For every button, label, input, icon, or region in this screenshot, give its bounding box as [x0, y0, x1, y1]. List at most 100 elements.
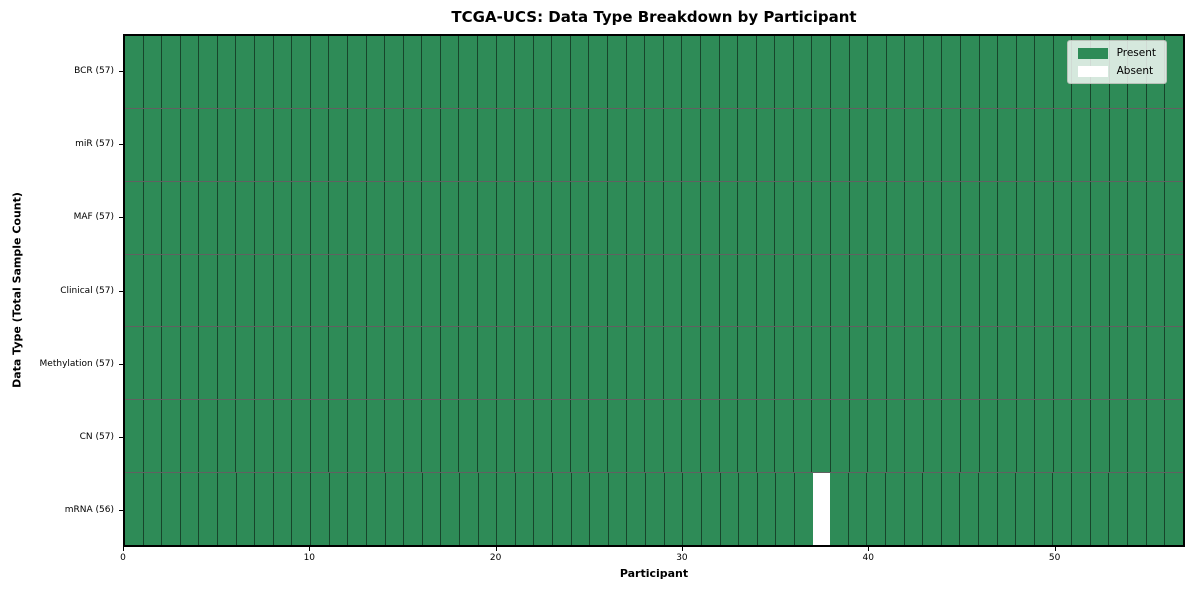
heatmap-cell-Methylation-47 — [998, 327, 1017, 400]
heatmap-cell-CN-53 — [1109, 400, 1129, 473]
heatmap-cell-CN-47 — [998, 400, 1017, 473]
heatmap-cell-CN-5 — [217, 400, 237, 473]
heatmap-cell-mRNA-8 — [273, 473, 293, 546]
heatmap-cell-Clinical-37 — [812, 254, 831, 327]
heatmap-cell-BCR-31 — [700, 36, 720, 108]
heatmap-cell-miR-15 — [403, 108, 423, 181]
heatmap-cell-CN-21 — [515, 400, 534, 473]
heatmap-cell-MAF-51 — [1072, 181, 1092, 254]
heatmap-cell-Clinical-19 — [477, 254, 497, 327]
heatmap-cell-Methylation-36 — [793, 327, 813, 400]
heatmap-cell-BCR-19 — [477, 36, 497, 108]
heatmap-cell-mRNA-1 — [143, 473, 163, 546]
heatmap-cell-MAF-6 — [236, 181, 256, 254]
heatmap-cell-MAF-4 — [199, 181, 218, 254]
heatmap-cell-MAF-3 — [180, 181, 200, 254]
heatmap-cell-MAF-5 — [217, 181, 237, 254]
heatmap-cell-MAF-13 — [366, 181, 386, 254]
heatmap-cell-mRNA-48 — [1016, 473, 1035, 546]
heatmap-cell-CN-28 — [645, 400, 664, 473]
heatmap-cell-Clinical-53 — [1109, 254, 1129, 327]
heatmap-cell-Methylation-52 — [1091, 327, 1110, 400]
heatmap-cell-Methylation-35 — [775, 327, 794, 400]
heatmap-cell-Clinical-44 — [942, 254, 962, 327]
heatmap-cell-Clinical-27 — [626, 254, 646, 327]
heatmap-cell-Methylation-54 — [1128, 327, 1147, 400]
heatmap-cell-MAF-26 — [608, 181, 627, 254]
heatmap-cell-BCR-32 — [719, 36, 739, 108]
heatmap-cell-CN-32 — [719, 400, 739, 473]
heatmap-cell-CN-10 — [310, 400, 330, 473]
heatmap-cell-Clinical-40 — [868, 254, 887, 327]
heatmap-cell-mRNA-47 — [997, 473, 1017, 546]
heatmap-cell-CN-29 — [663, 400, 683, 473]
heatmap-cell-Clinical-14 — [385, 254, 404, 327]
heatmap-row-miR — [125, 108, 1183, 182]
heatmap-cell-BCR-7 — [255, 36, 274, 108]
heatmap-cell-CN-31 — [700, 400, 720, 473]
heatmap-cell-MAF-18 — [459, 181, 478, 254]
heatmap-cell-CN-33 — [738, 400, 757, 473]
heatmap-cell-Methylation-21 — [515, 327, 534, 400]
heatmap-cell-CN-13 — [366, 400, 386, 473]
heatmap-cell-MAF-2 — [162, 181, 181, 254]
heatmap-cell-mRNA-33 — [739, 473, 758, 546]
heatmap-cell-miR-3 — [180, 108, 200, 181]
heatmap-cell-mRNA-18 — [459, 473, 479, 546]
heatmap-cell-miR-7 — [255, 108, 274, 181]
heatmap-cell-CN-23 — [552, 400, 571, 473]
heatmap-cell-Clinical-25 — [589, 254, 609, 327]
heatmap-cell-mRNA-23 — [553, 473, 572, 546]
heatmap-cell-Methylation-31 — [700, 327, 720, 400]
heatmap-cell-Clinical-13 — [366, 254, 386, 327]
heatmap-cell-mRNA-14 — [385, 473, 405, 546]
heatmap-cell-miR-26 — [608, 108, 627, 181]
heatmap-cell-Methylation-26 — [608, 327, 627, 400]
heatmap-cell-BCR-35 — [775, 36, 794, 108]
heatmap-cell-Methylation-30 — [682, 327, 701, 400]
heatmap-cell-miR-20 — [496, 108, 516, 181]
heatmap-cell-Methylation-10 — [310, 327, 330, 400]
heatmap-cell-miR-8 — [273, 108, 293, 181]
heatmap-cell-mRNA-49 — [1034, 473, 1054, 546]
heatmap-cell-Clinical-22 — [533, 254, 553, 327]
heatmap-cell-BCR-3 — [180, 36, 200, 108]
heatmap-cell-Clinical-28 — [645, 254, 664, 327]
heatmap-cell-CN-15 — [403, 400, 423, 473]
heatmap-cell-mRNA-50 — [1053, 473, 1073, 546]
heatmap-cell-miR-55 — [1146, 108, 1166, 181]
heatmap-grid — [125, 36, 1183, 546]
heatmap-cell-CN-52 — [1091, 400, 1110, 473]
heatmap-cell-CN-45 — [961, 400, 980, 473]
x-tick-mark — [496, 547, 497, 551]
heatmap-cell-mRNA-6 — [236, 473, 256, 546]
heatmap-cell-miR-48 — [1016, 108, 1036, 181]
heatmap-cell-Clinical-21 — [515, 254, 534, 327]
heatmap-cell-miR-17 — [440, 108, 460, 181]
heatmap-cell-MAF-17 — [440, 181, 460, 254]
heatmap-cell-MAF-55 — [1146, 181, 1166, 254]
heatmap-cell-MAF-53 — [1109, 181, 1129, 254]
heatmap-cell-CN-9 — [292, 400, 311, 473]
y-tick-mark — [119, 71, 123, 72]
heatmap-cell-MAF-7 — [255, 181, 274, 254]
heatmap-cell-Clinical-12 — [347, 254, 367, 327]
heatmap-row-BCR — [125, 36, 1183, 109]
heatmap-cell-MAF-36 — [793, 181, 813, 254]
heatmap-cell-MAF-25 — [589, 181, 609, 254]
heatmap-cell-MAF-30 — [682, 181, 701, 254]
y-tick-mark — [119, 437, 123, 438]
heatmap-cell-MAF-40 — [868, 181, 887, 254]
heatmap-cell-Methylation-0 — [125, 327, 144, 400]
heatmap-cell-MAF-9 — [292, 181, 311, 254]
heatmap-cell-Clinical-8 — [273, 254, 293, 327]
heatmap-cell-BCR-29 — [663, 36, 683, 108]
heatmap-cell-mRNA-26 — [608, 473, 628, 546]
heatmap-cell-miR-53 — [1109, 108, 1129, 181]
heatmap-cell-BCR-47 — [998, 36, 1017, 108]
heatmap-cell-mRNA-37 — [812, 473, 831, 546]
heatmap-cell-Methylation-20 — [496, 327, 516, 400]
heatmap-cell-MAF-8 — [273, 181, 293, 254]
heatmap-cell-BCR-13 — [366, 36, 386, 108]
heatmap-cell-BCR-21 — [515, 36, 534, 108]
